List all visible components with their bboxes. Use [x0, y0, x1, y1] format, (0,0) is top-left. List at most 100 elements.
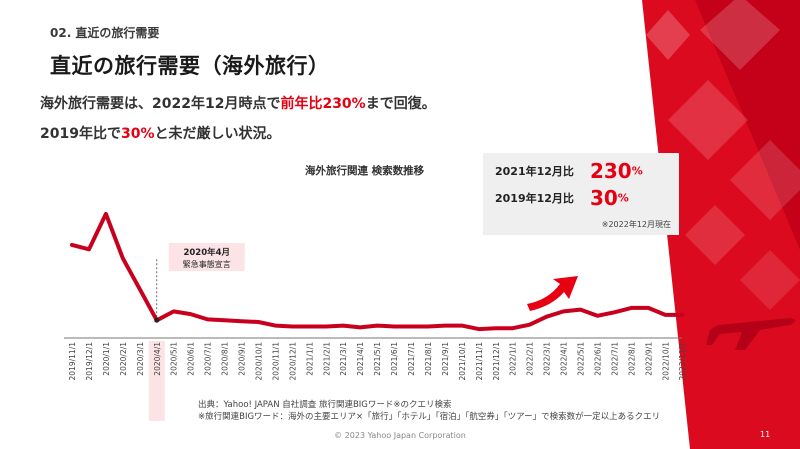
data-point	[681, 314, 683, 316]
lead-text: まで回復。	[365, 96, 436, 112]
kpi-box: 2021年12月比 230% 2019年12月比 30% ※2022年12月現在	[483, 153, 679, 235]
annotation-label: 2020年4月	[183, 247, 230, 258]
annotation-box	[168, 243, 245, 271]
data-point	[596, 315, 599, 317]
data-point	[206, 318, 209, 321]
lead-highlight: 30%	[120, 126, 155, 142]
data-point	[562, 310, 565, 313]
lead-highlight: 前年比230%	[280, 96, 366, 112]
data-point	[308, 325, 311, 328]
kpi-value: 230	[589, 159, 632, 183]
x-tick-label: 2021/1/1	[305, 342, 314, 376]
copyright: © 2023 Yahoo Japan Corporation	[334, 431, 466, 440]
data-point	[545, 315, 548, 318]
data-point	[172, 310, 175, 313]
chart-title: 海外旅行関連 検索数推移	[305, 165, 425, 177]
page-title: 直近の旅行需要（海外旅行）	[50, 54, 330, 78]
data-point	[105, 213, 107, 215]
diamond-shape	[668, 80, 748, 160]
x-tick-label: 2020/3/1	[136, 342, 145, 376]
data-point	[223, 319, 226, 322]
diamond-shape	[700, 0, 780, 70]
data-point	[291, 325, 294, 328]
source-line: ※旅行関連BIGワード：海外の主要エリア×「旅行」「ホテル」「宿泊」「航空券」「…	[198, 412, 661, 422]
x-tick-label: 2021/3/1	[339, 342, 348, 376]
x-tick-label: 2020/2/1	[119, 342, 128, 376]
annotation-label: 緊急事態宣言	[183, 259, 231, 269]
data-point	[240, 320, 243, 322]
x-tick-label: 2022/10/1	[661, 342, 670, 381]
lead-text: 海外旅行需要は、2022年12月時点で	[40, 96, 281, 112]
data-point	[478, 328, 480, 330]
data-point	[528, 323, 531, 326]
data-point	[579, 308, 582, 311]
x-tick-label: 2022/2/1	[526, 342, 535, 376]
kpi-row-2021: 2021年12月比 230%	[495, 159, 643, 183]
data-point	[647, 307, 650, 309]
diamond-shape	[685, 205, 745, 265]
diamond-shape	[730, 140, 800, 220]
x-tick-label: 2021/10/1	[458, 342, 467, 381]
data-point	[444, 324, 446, 327]
trend-arrow-icon	[527, 276, 578, 311]
lead-text: と未だ厳しい状況。	[154, 126, 281, 142]
x-tick-label: 2022/7/1	[610, 342, 619, 376]
kpi-row-2019: 2019年12月比 30%	[495, 186, 629, 210]
page-number: 11	[760, 430, 771, 439]
x-tick-label: 2020/4/1	[153, 342, 162, 376]
data-point	[325, 325, 328, 328]
data-point	[410, 325, 412, 328]
x-tick-label: 2021/7/1	[407, 342, 416, 376]
data-point	[189, 313, 192, 315]
diamond-shape	[646, 10, 690, 60]
x-tick-label: 2021/9/1	[441, 342, 450, 376]
data-point	[427, 325, 429, 328]
x-tick-label: 2022/4/1	[560, 342, 569, 376]
lead-line-2: 2019年比で30%と未だ厳しい状況。	[40, 123, 280, 143]
source-note: 出典：Yahoo! JAPAN 自社調査 旅行関連BIGワード※のクエリ検索 ※…	[198, 399, 660, 423]
data-point	[613, 311, 616, 314]
x-tick-label: 2020/1/1	[102, 342, 111, 376]
x-tick-label: 2020/8/1	[221, 342, 230, 376]
x-tick-label: 2022/1/1	[509, 342, 518, 376]
x-tick-label: 2020/5/1	[170, 342, 179, 376]
source-line: 出典：Yahoo! JAPAN 自社調査 旅行関連BIGワード※のクエリ検索	[198, 400, 452, 410]
data-point	[393, 325, 395, 328]
data-point	[88, 248, 90, 251]
data-point	[376, 324, 378, 327]
data-point	[359, 326, 361, 329]
x-tick-label: 2020/9/1	[238, 342, 247, 376]
data-point	[122, 257, 124, 260]
x-tick-label: 2022/9/1	[644, 342, 653, 376]
data-point	[342, 324, 345, 327]
x-tick-label: 2022/5/1	[577, 342, 586, 376]
x-tick-label: 2021/4/1	[356, 342, 365, 376]
kpi-unit: %	[631, 164, 643, 178]
x-tick-label: 2020/10/1	[254, 342, 263, 381]
x-tick-label: 2019/11/1	[68, 342, 77, 381]
data-point	[511, 327, 514, 330]
diamond-shape	[740, 250, 800, 310]
x-tick-label: 2020/7/1	[204, 342, 213, 376]
x-tick-label: 2021/2/1	[322, 342, 331, 376]
data-point	[630, 307, 633, 309]
x-tick-label: 2019/12/1	[85, 342, 94, 381]
x-tick-label: 2021/5/1	[373, 342, 382, 376]
airplane-icon	[706, 318, 795, 350]
x-tick-label: 2022/3/1	[543, 342, 552, 376]
x-tick-label: 2022/8/1	[627, 342, 636, 376]
series-line	[70, 211, 685, 332]
data-point	[139, 288, 141, 291]
data-point	[461, 324, 463, 327]
annotation-marker	[154, 317, 160, 323]
data-point	[664, 314, 667, 316]
section-label: 02. 直近の旅行需要	[50, 26, 160, 40]
x-tick-label: 2020/6/1	[187, 342, 196, 376]
kpi-label: 2021年12月比	[495, 165, 574, 178]
lead-text: 2019年比で	[40, 126, 121, 142]
x-tick-label: 2021/8/1	[424, 342, 433, 376]
x-tick-label: 2021/6/1	[390, 342, 399, 376]
x-tick-label: 2022/6/1	[593, 342, 602, 376]
